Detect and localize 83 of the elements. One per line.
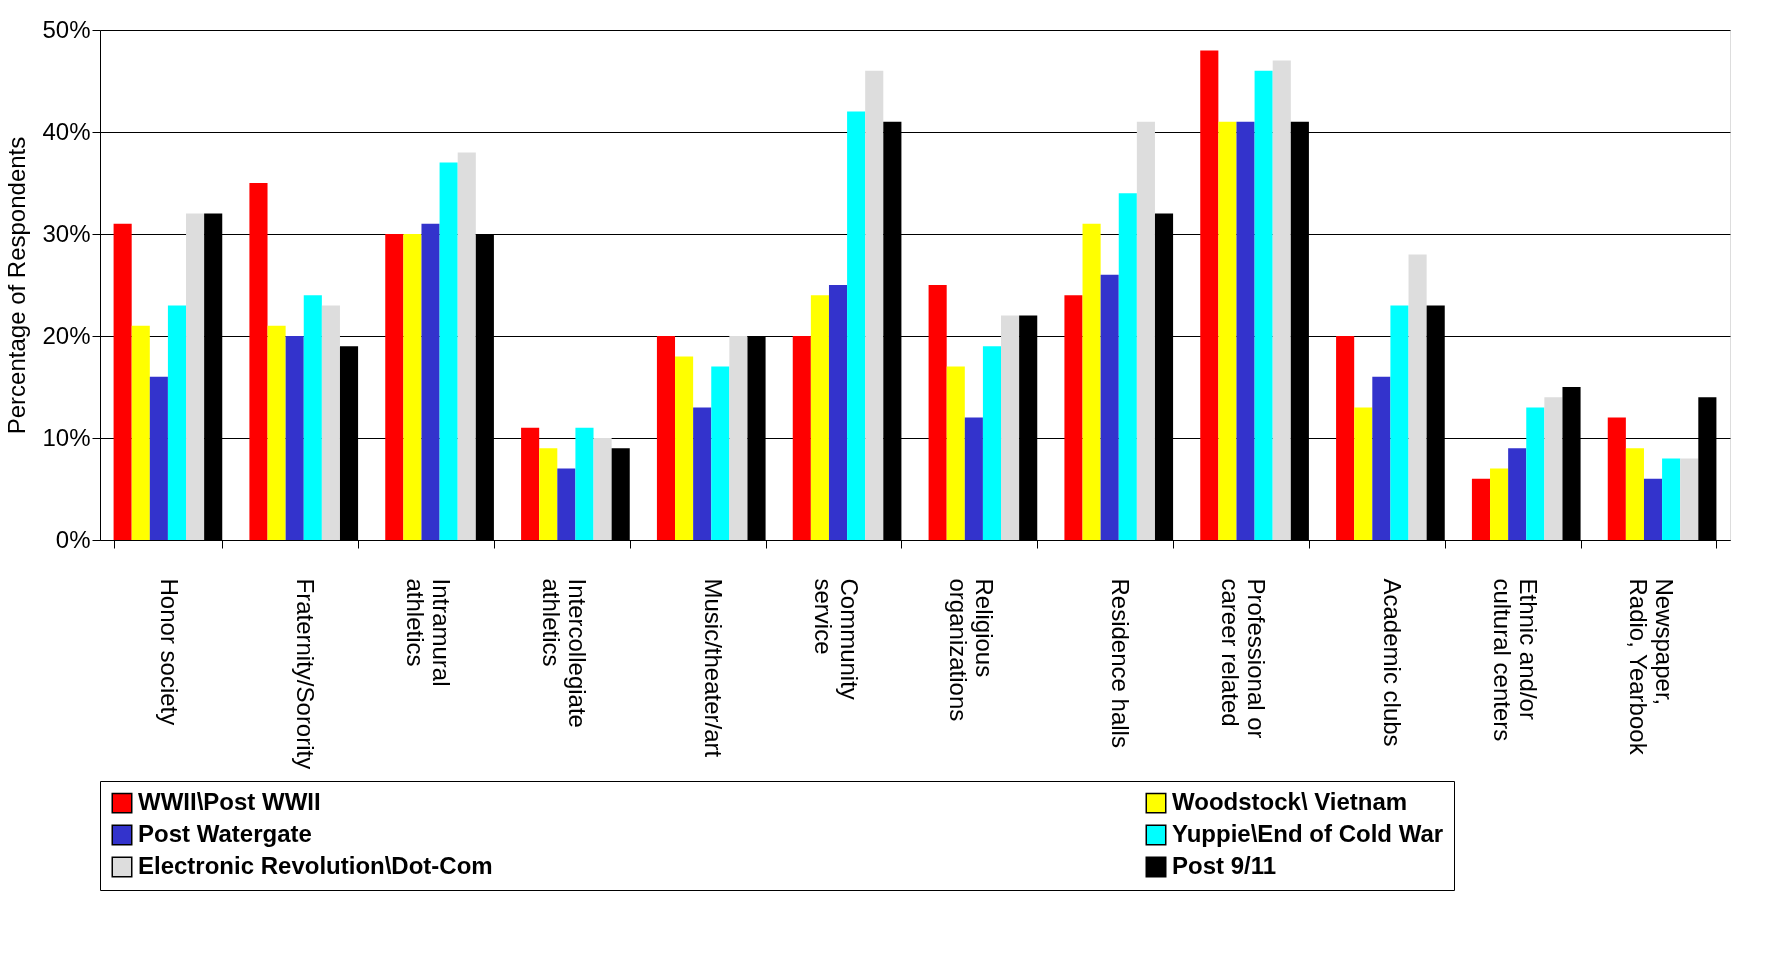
bar	[421, 223, 440, 540]
bar	[865, 70, 884, 540]
bar	[1100, 274, 1119, 540]
legend-label: Electronic Revolution\Dot-Com	[138, 852, 493, 879]
bar	[186, 213, 205, 540]
bar	[828, 285, 848, 540]
bar	[249, 183, 268, 540]
x-tick-label: Intercollegiate athletics	[537, 578, 591, 728]
x-tick-label: Residence halls	[1107, 578, 1135, 748]
bar	[149, 376, 168, 540]
bar	[131, 325, 150, 540]
bar	[1272, 60, 1291, 540]
bar	[1354, 407, 1373, 540]
bar	[1118, 193, 1137, 540]
bar	[1390, 305, 1409, 540]
bar	[385, 234, 404, 540]
bar	[285, 336, 304, 540]
bar	[1236, 121, 1255, 540]
bar	[693, 407, 712, 540]
bar	[457, 152, 476, 540]
legend-label: Post 9/11	[1172, 852, 1277, 879]
y-tick-label: 50%	[42, 15, 91, 43]
bar	[711, 366, 730, 540]
bar	[1200, 50, 1219, 540]
x-tick-label: Music/theater/art	[699, 578, 727, 758]
bar	[1544, 397, 1563, 540]
x-tick-label: Intramural athletics	[402, 578, 456, 687]
bar	[946, 366, 965, 540]
bar	[1064, 295, 1083, 540]
y-tick-label: 40%	[42, 117, 91, 145]
y-tick-label: 0%	[55, 525, 91, 553]
bar	[1136, 121, 1155, 540]
bar	[1218, 121, 1237, 540]
bar	[1082, 223, 1101, 540]
bar	[1001, 315, 1020, 540]
bar	[1643, 478, 1663, 540]
bar	[656, 336, 676, 540]
x-tick-label: Academic clubs	[1378, 578, 1406, 747]
bar	[557, 468, 576, 540]
bar	[792, 336, 811, 540]
x-tick-label: Fraternity/Sorority	[292, 578, 320, 770]
bar	[1490, 468, 1509, 540]
bar	[964, 417, 983, 540]
y-axis-title: Percentage of Respondents	[3, 136, 31, 435]
bar	[539, 448, 558, 540]
legend-label: Post Watergate	[138, 820, 312, 847]
bar	[810, 295, 829, 540]
x-tick-label: Community service	[809, 578, 863, 700]
x-tick-label: Honor society	[156, 578, 184, 726]
bar	[403, 234, 422, 540]
bar	[321, 305, 340, 540]
bar	[593, 438, 612, 540]
bar	[1471, 478, 1491, 540]
bar	[1662, 458, 1681, 540]
bar	[1607, 417, 1626, 540]
x-tick-label: Professional or career related	[1217, 578, 1271, 739]
bar	[1254, 70, 1273, 540]
y-tick-label: 10%	[42, 423, 91, 451]
bar	[303, 295, 322, 540]
bar	[1625, 448, 1644, 540]
bar	[1336, 336, 1355, 540]
legend-label: Woodstock\ Vietnam	[1172, 788, 1408, 816]
x-tick-label: Ethnic and/or cultural centers	[1488, 578, 1542, 742]
bar	[167, 305, 187, 540]
legend-label: WWII\Post WWII	[138, 788, 321, 816]
bar	[675, 356, 694, 540]
bar	[1372, 376, 1391, 540]
bar	[847, 111, 866, 540]
bar	[1680, 458, 1699, 540]
bar	[1408, 254, 1427, 540]
bar	[521, 427, 540, 540]
bar	[267, 325, 286, 540]
bar	[982, 346, 1002, 540]
bar	[1526, 407, 1545, 540]
legend-label: Yuppie\End of Cold War	[1172, 820, 1444, 847]
y-tick-label: 20%	[42, 321, 91, 349]
bar	[928, 285, 947, 540]
bar	[113, 223, 132, 540]
bar	[1508, 448, 1527, 540]
y-tick-label: 30%	[42, 219, 91, 247]
bar	[729, 336, 748, 540]
bar	[575, 427, 594, 540]
bar	[439, 162, 458, 540]
